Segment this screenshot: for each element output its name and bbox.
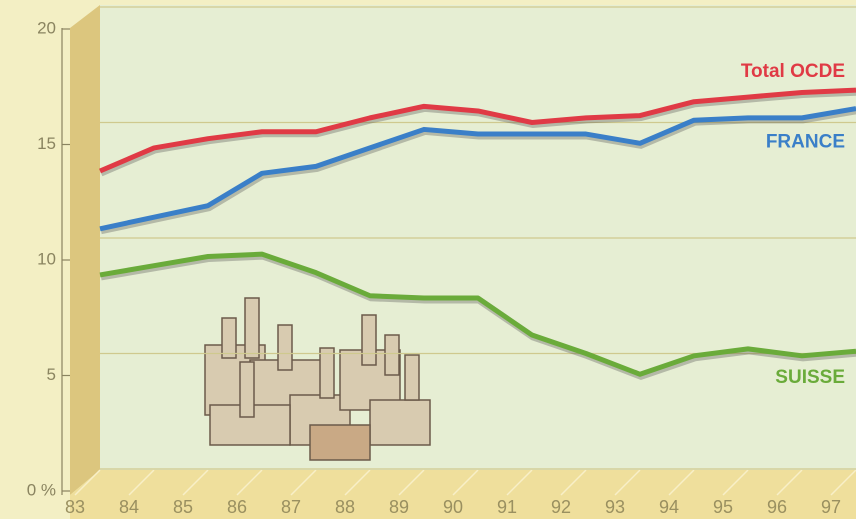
x-tick-label: 83 bbox=[65, 497, 85, 517]
floor-line bbox=[830, 469, 856, 496]
floor-line bbox=[128, 469, 155, 496]
floor-line bbox=[182, 469, 209, 496]
x-tick-label: 87 bbox=[281, 497, 301, 517]
series-label: SUISSE bbox=[775, 367, 845, 388]
floor-line bbox=[668, 469, 695, 496]
side-wall bbox=[70, 5, 100, 495]
floor-line bbox=[614, 469, 641, 496]
series-label: FRANCE bbox=[766, 132, 845, 153]
floor-line bbox=[290, 469, 317, 496]
x-tick-label: 92 bbox=[551, 497, 571, 517]
plot bbox=[99, 87, 856, 381]
x-tick-label: 86 bbox=[227, 497, 247, 517]
x-tick-label: 90 bbox=[443, 497, 463, 517]
floor-line bbox=[344, 469, 371, 496]
floor bbox=[70, 470, 856, 519]
factory-illustration bbox=[204, 297, 431, 461]
x-tick-label: 95 bbox=[713, 497, 733, 517]
x-tick-label: 96 bbox=[767, 497, 787, 517]
series-line bbox=[99, 106, 856, 232]
x-tick-label: 91 bbox=[497, 497, 517, 517]
y-tick-label: 5 bbox=[47, 365, 56, 384]
x-tick-label: 94 bbox=[659, 497, 679, 517]
x-tick-label: 84 bbox=[119, 497, 139, 517]
x-tick-label: 93 bbox=[605, 497, 625, 517]
grid bbox=[100, 6, 856, 470]
floor-line bbox=[722, 469, 749, 496]
y-tick-label: 10 bbox=[37, 249, 56, 268]
floor-line bbox=[236, 469, 263, 496]
floor-line bbox=[560, 469, 587, 496]
floor-line bbox=[452, 469, 479, 496]
floor-line bbox=[398, 469, 425, 496]
x-tick-label: 88 bbox=[335, 497, 355, 517]
floor-lines bbox=[74, 469, 856, 496]
series-line bbox=[99, 251, 856, 377]
floor-line bbox=[776, 469, 803, 496]
x-tick-label: 97 bbox=[821, 497, 841, 517]
y-tick-label: 20 bbox=[37, 18, 56, 37]
series-line bbox=[99, 87, 856, 174]
x-tick-label: 89 bbox=[389, 497, 409, 517]
floor-line bbox=[506, 469, 533, 496]
y-tick-label: 15 bbox=[37, 134, 56, 153]
x-tick-label: 85 bbox=[173, 497, 193, 517]
floor-line bbox=[74, 469, 101, 496]
series-label: Total OCDE bbox=[741, 61, 845, 82]
y-tick-label: 0 % bbox=[27, 480, 56, 499]
